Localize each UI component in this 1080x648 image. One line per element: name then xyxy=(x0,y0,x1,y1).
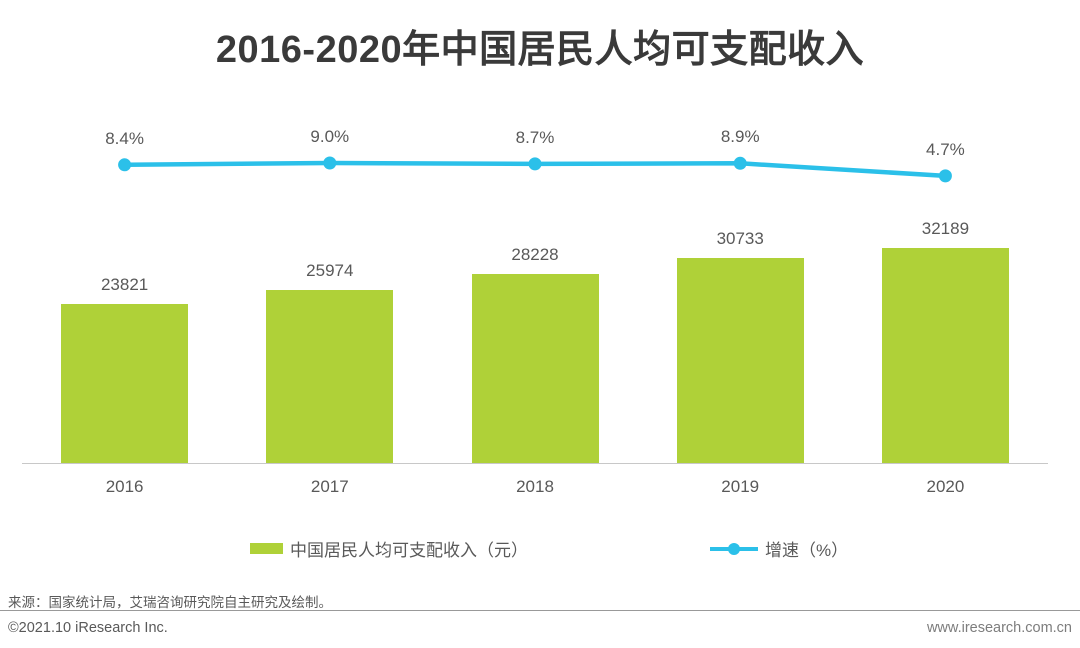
bar-slot: 30733 xyxy=(638,100,843,463)
bar xyxy=(471,274,599,463)
legend-item-income: 中国居民人均可支配收入（元） xyxy=(250,536,528,561)
bar-value-label: 30733 xyxy=(716,228,764,248)
x-axis-label: 2017 xyxy=(310,477,349,496)
chart-title: 2016-2020年中国居民人均可支配收入 xyxy=(215,29,865,71)
growth-value-label: 8.9% xyxy=(720,127,760,147)
bar-value-label: 32189 xyxy=(921,219,970,238)
legend-growth-label: 增速（%） xyxy=(765,541,849,560)
x-axis-label: 2018 xyxy=(516,477,554,496)
line-marker-icon xyxy=(710,542,758,555)
footer-divider xyxy=(0,610,1080,611)
legend: 中国居民人均可支配收入（元） 增速（%） xyxy=(0,536,1080,561)
bar-slot: 23821 xyxy=(22,100,227,463)
x-axis-label: 2019 xyxy=(721,477,760,496)
growth-value-label: 8.4% xyxy=(105,128,144,148)
bar-slot: 32189 xyxy=(843,100,1048,463)
legend-item-growth: 增速（%） xyxy=(710,536,848,561)
copyright-text: ©2021.10 iResearch Inc. xyxy=(8,620,168,636)
bar-value-label: 28228 xyxy=(511,245,559,265)
x-axis-label: 2020 xyxy=(926,477,965,496)
bar-value-label: 23821 xyxy=(100,274,149,294)
x-axis-labels: 2016 2017 2018 2019 2020 xyxy=(22,477,1048,497)
website-text: www.iresearch.com.cn xyxy=(926,620,1072,636)
growth-value-label: 9.0% xyxy=(310,127,350,146)
bars-row: 23821 25974 28228 30733 32189 xyxy=(22,100,1048,463)
bar-value-label: 25974 xyxy=(306,260,354,280)
bar-swatch-icon xyxy=(250,543,283,554)
bar xyxy=(61,303,189,463)
legend-income-label: 中国居民人均可支配收入（元） xyxy=(290,541,528,560)
bar xyxy=(266,289,394,463)
growth-value-label: 4.7% xyxy=(926,139,965,159)
bar-slot: 25974 xyxy=(227,100,432,463)
bar-slot: 28228 xyxy=(432,100,637,463)
growth-value-label: 8.7% xyxy=(515,127,555,147)
bar xyxy=(881,248,1009,463)
legend-line-dot xyxy=(728,542,740,555)
x-axis-label: 2016 xyxy=(105,477,144,496)
plot-area: 23821 25974 28228 30733 32189 8.4% 9.0% 8.7% 8.… xyxy=(22,100,1048,464)
source-note: 来源：国家统计局，艾瑞咨询研究院自主研究及绘制。 xyxy=(8,595,332,610)
bar xyxy=(676,257,804,463)
